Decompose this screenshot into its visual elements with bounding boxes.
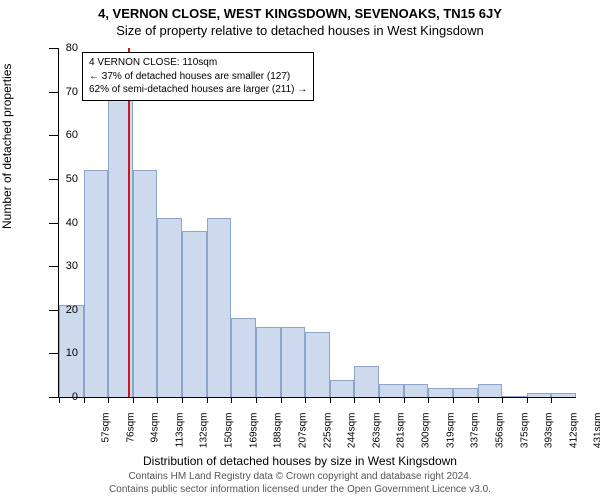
x-tick-label: 150sqm xyxy=(224,413,235,463)
x-tick-label: 207sqm xyxy=(297,413,308,463)
x-tick-label: 337sqm xyxy=(470,413,481,463)
y-tick-label: 10 xyxy=(48,347,78,359)
x-tick xyxy=(231,397,232,403)
y-tick-label: 40 xyxy=(48,217,78,229)
y-tick-label: 60 xyxy=(48,129,78,141)
footer-line2: Contains public sector information licen… xyxy=(0,484,600,497)
title-main: 4, VERNON CLOSE, WEST KINGSDOWN, SEVENOA… xyxy=(0,0,600,21)
histogram-bar xyxy=(502,396,527,397)
x-tick xyxy=(182,397,183,403)
x-tick-label: 356sqm xyxy=(494,413,505,463)
annotation-line3: 62% of semi-detached houses are larger (… xyxy=(89,83,307,97)
annotation-box: 4 VERNON CLOSE: 110sqm ← 37% of detached… xyxy=(82,52,314,101)
histogram-bar xyxy=(305,332,330,397)
y-tick-label: 0 xyxy=(48,391,78,403)
x-tick-label: 263sqm xyxy=(371,413,382,463)
histogram-bar xyxy=(281,327,306,397)
y-tick-label: 50 xyxy=(48,173,78,185)
x-tick-label: 244sqm xyxy=(347,413,358,463)
histogram-bar xyxy=(231,318,256,397)
x-tick xyxy=(453,397,454,403)
histogram-bar xyxy=(182,231,207,397)
x-tick xyxy=(84,397,85,403)
y-tick-label: 30 xyxy=(48,260,78,272)
x-tick xyxy=(379,397,380,403)
title-sub: Size of property relative to detached ho… xyxy=(0,21,600,42)
x-tick-label: 393sqm xyxy=(544,413,555,463)
histogram-bar xyxy=(157,218,182,397)
x-tick-label: 319sqm xyxy=(445,413,456,463)
x-tick-label: 300sqm xyxy=(421,413,432,463)
x-tick xyxy=(404,397,405,403)
x-tick xyxy=(157,397,158,403)
plot-area xyxy=(58,48,576,398)
x-tick xyxy=(133,397,134,403)
x-tick-label: 132sqm xyxy=(199,413,210,463)
histogram-bar xyxy=(84,170,109,397)
x-tick xyxy=(108,397,109,403)
x-tick xyxy=(354,397,355,403)
x-tick xyxy=(330,397,331,403)
x-tick xyxy=(478,397,479,403)
footer: Contains HM Land Registry data © Crown c… xyxy=(0,471,600,496)
y-tick-label: 20 xyxy=(48,304,78,316)
x-tick-label: 281sqm xyxy=(396,413,407,463)
y-tick-label: 70 xyxy=(48,86,78,98)
x-tick xyxy=(207,397,208,403)
x-tick-label: 113sqm xyxy=(174,413,185,463)
chart-container: 4, VERNON CLOSE, WEST KINGSDOWN, SEVENOA… xyxy=(0,0,600,500)
x-tick-label: 225sqm xyxy=(322,413,333,463)
x-tick xyxy=(256,397,257,403)
x-tick-label: 412sqm xyxy=(568,413,579,463)
x-tick-label: 431sqm xyxy=(593,413,600,463)
histogram-bar xyxy=(207,218,232,397)
x-tick xyxy=(551,397,552,403)
histogram-bar xyxy=(428,388,453,397)
x-tick-label: 169sqm xyxy=(248,413,259,463)
annotation-line2: ← 37% of detached houses are smaller (12… xyxy=(89,70,307,84)
footer-line1: Contains HM Land Registry data © Crown c… xyxy=(0,471,600,484)
histogram-bar xyxy=(404,384,429,397)
histogram-bar xyxy=(379,384,404,397)
histogram-bar xyxy=(551,393,576,397)
x-tick xyxy=(281,397,282,403)
x-tick-label: 188sqm xyxy=(273,413,284,463)
y-tick-label: 80 xyxy=(48,42,78,54)
histogram-bar xyxy=(527,393,552,397)
x-tick xyxy=(305,397,306,403)
x-tick xyxy=(527,397,528,403)
x-tick-label: 94sqm xyxy=(150,413,161,463)
histogram-bar xyxy=(133,170,158,397)
histogram-bar xyxy=(256,327,281,397)
histogram-bar xyxy=(354,366,379,397)
x-tick xyxy=(428,397,429,403)
x-tick-label: 76sqm xyxy=(125,413,136,463)
x-tick xyxy=(502,397,503,403)
y-axis-label: Number of detached properties xyxy=(0,64,14,229)
histogram-bar xyxy=(330,380,355,397)
histogram-bar xyxy=(453,388,478,397)
x-tick-label: 375sqm xyxy=(519,413,530,463)
annotation-line1: 4 VERNON CLOSE: 110sqm xyxy=(89,56,307,70)
x-tick-label: 57sqm xyxy=(101,413,112,463)
histogram-bar xyxy=(478,384,503,397)
